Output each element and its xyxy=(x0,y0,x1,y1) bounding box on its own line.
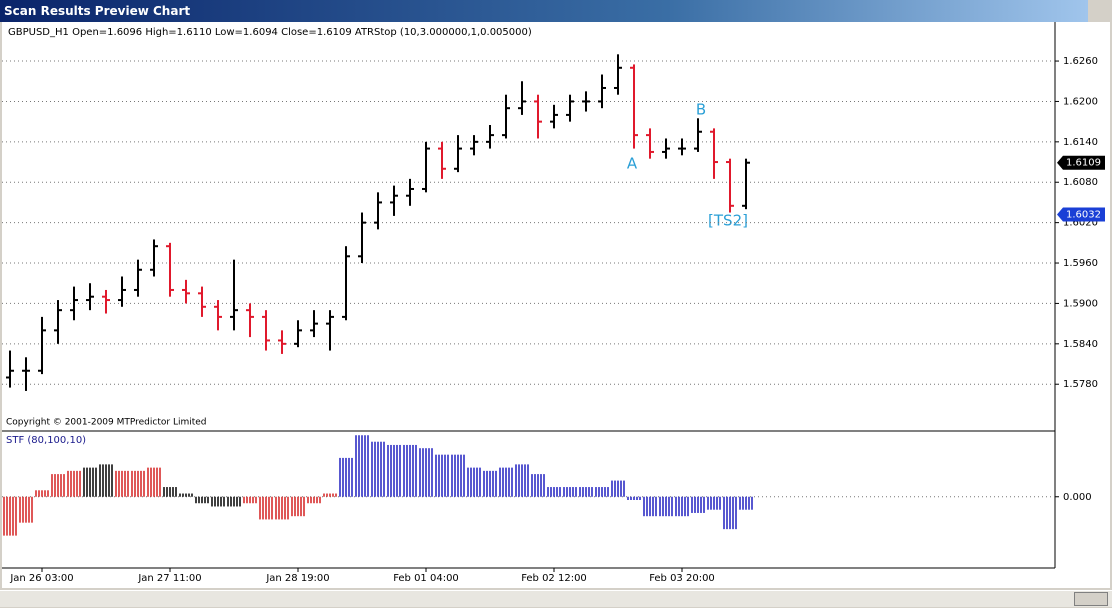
chart: GBPUSD_H1 Open=1.6096 High=1.6110 Low=1.… xyxy=(2,22,1110,588)
y-tick-label: 1.5900 xyxy=(1063,298,1098,309)
price-marker xyxy=(1057,155,1105,170)
x-tick-label: Jan 26 03:00 xyxy=(9,573,73,584)
x-tick-label: Jan 28 19:00 xyxy=(265,573,329,584)
copyright: Copyright © 2001-2009 MTPredictor Limite… xyxy=(6,418,207,428)
y-tick-label: 1.6020 xyxy=(1063,218,1098,229)
price-marker-label: 1.6032 xyxy=(1066,210,1101,221)
indicator-title: STF (80,100,10) xyxy=(6,435,86,446)
y-tick-label: 0.000 xyxy=(1063,492,1092,503)
title-bar: Scan Results Preview Chart xyxy=(0,0,1112,22)
y-tick-label: 1.5840 xyxy=(1063,339,1098,350)
scrollbar[interactable] xyxy=(0,590,1112,607)
y-tick-label: 1.5960 xyxy=(1063,258,1098,269)
y-tick-label: 1.6140 xyxy=(1063,137,1098,148)
x-tick-label: Jan 27 11:00 xyxy=(137,573,201,584)
x-tick-label: Feb 02 12:00 xyxy=(521,573,587,584)
chart-info: GBPUSD_H1 Open=1.6096 High=1.6110 Low=1.… xyxy=(8,27,532,38)
wave-label: A xyxy=(627,155,638,173)
time-axis xyxy=(2,568,1055,588)
y-tick-label: 1.6260 xyxy=(1063,56,1098,67)
price-marker xyxy=(1057,207,1105,222)
wave-label: B xyxy=(696,101,706,119)
price-axis xyxy=(1055,22,1110,588)
y-tick-label: 1.5780 xyxy=(1063,379,1098,390)
window-title: Scan Results Preview Chart xyxy=(4,4,191,18)
price-marker-label: 1.6109 xyxy=(1066,158,1101,169)
y-tick-label: 1.6080 xyxy=(1063,177,1098,188)
close-button[interactable] xyxy=(1088,0,1112,22)
x-tick-label: Feb 01 04:00 xyxy=(393,573,459,584)
target-label: [TS2] xyxy=(708,212,748,230)
scroll-thumb[interactable] xyxy=(1074,592,1108,606)
x-tick-label: Feb 03 20:00 xyxy=(649,573,715,584)
y-tick-label: 1.6200 xyxy=(1063,96,1098,107)
